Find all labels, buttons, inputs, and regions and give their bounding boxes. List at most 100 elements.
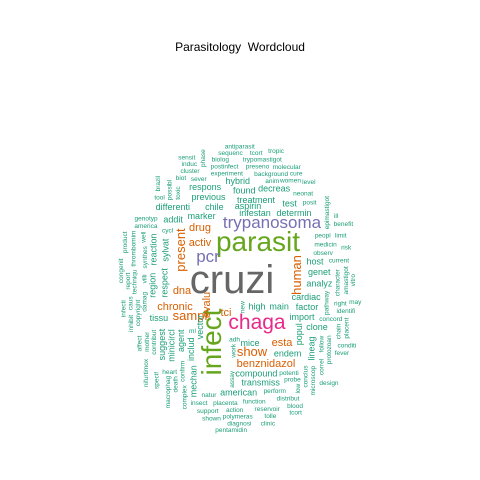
word-chile: chile (205, 202, 224, 212)
word-insect: insect (191, 400, 208, 407)
word-fever: fever (335, 350, 350, 357)
word-cycl: cycl (162, 227, 174, 234)
word-confirm: confirm (180, 361, 187, 382)
word-infect: infect (196, 308, 227, 375)
word-current: current (329, 257, 349, 264)
word-agent: agent (176, 329, 186, 352)
word-toxic: toxic (175, 186, 182, 200)
word-product: product (122, 231, 129, 253)
word-tropic: tropic (268, 148, 285, 155)
word-potenti: potenti (279, 370, 299, 377)
word-amastigot: amastigot (343, 266, 350, 294)
word-microscop: microscop (310, 365, 317, 395)
word-shown: shown (202, 416, 221, 423)
word-epimastigot: epimastigot (324, 196, 331, 229)
word-evalu: evalu (201, 292, 213, 318)
word-esta: esta (272, 337, 294, 349)
word-possibl: possibl (167, 179, 174, 200)
word-tool: tool (154, 194, 165, 201)
word-peopl: peopl (315, 233, 331, 240)
word-work: work (230, 343, 237, 358)
word-caus: caus (128, 296, 135, 310)
word-probe: probe (284, 377, 301, 384)
word-identifi: identifi (336, 308, 355, 315)
word-protozoan: protozoan (326, 335, 333, 364)
word-conclus: conclus (302, 365, 309, 388)
word-low: low (295, 383, 302, 393)
word-placenta: placenta (213, 400, 238, 407)
word-distribut: distribut (277, 395, 300, 402)
word-respect: respect (159, 268, 169, 298)
word-heart: heart (162, 369, 177, 376)
word-follow: follow (318, 336, 325, 353)
word-postinfect: postinfect (211, 164, 239, 171)
word-chronic: chronic (157, 301, 193, 313)
word-reservoir: reservoir (255, 406, 281, 413)
word-pcr: pcr (196, 247, 220, 266)
word-found: found (233, 186, 256, 196)
word-human: human (289, 255, 304, 295)
word-function: function (243, 399, 266, 406)
word-import: import (290, 312, 316, 322)
word-minicircl: minicircl (166, 329, 176, 362)
word-design: design (319, 380, 339, 387)
word-respons: respons (189, 182, 222, 192)
word-infecti: infecti (120, 300, 127, 317)
word-trypanosoma: trypanosoma (223, 213, 322, 232)
word-posit: posit (303, 199, 317, 206)
word-natur: natur (202, 392, 218, 399)
word-placent: placent (344, 317, 351, 338)
word-region: region (147, 273, 157, 298)
word-cruzi: cruzi (190, 258, 274, 302)
word-tolle: tolle (264, 413, 276, 420)
word-well: well (141, 231, 148, 244)
word-treatment: treatment (237, 195, 276, 205)
word-dna: dna (173, 285, 192, 297)
word-high: high (249, 302, 266, 312)
word-risk: risk (341, 244, 352, 251)
word-tcort: tcort (289, 410, 302, 417)
word-show: show (237, 344, 268, 359)
word-conditi: conditi (338, 343, 357, 350)
word-limit: limit (335, 232, 347, 239)
word-sampl: sampl (173, 308, 208, 323)
word-report: report (125, 272, 132, 289)
word-popul: popul (294, 323, 304, 345)
word-vitro: vitro (350, 274, 357, 287)
word-neonat: neonat (293, 190, 313, 197)
word-blood: blood (287, 403, 303, 410)
word-perform: perform (264, 388, 286, 395)
word-america: america (134, 223, 158, 230)
word-activ: activ (189, 237, 212, 249)
word-inhibit: inhibit (128, 315, 135, 332)
word-molecular: molecular (273, 164, 302, 171)
word-previous: previous (192, 192, 227, 202)
word-thrombomim: thrombomim (131, 231, 138, 267)
word-new: new (239, 301, 246, 313)
word-main: main (269, 302, 289, 312)
word-death: death (173, 376, 180, 393)
word-correl: correl (319, 358, 326, 375)
word-suggest: suggest (157, 328, 167, 360)
word-nifurtimox: nifurtimox (143, 358, 150, 387)
word-parasit: parasit (216, 226, 300, 257)
word-techniqu: techniqu (132, 269, 139, 294)
word-clone: clone (306, 322, 328, 332)
word-sensit: sensit (178, 154, 195, 161)
word-drug: drug (189, 222, 211, 234)
word-affect: affect (136, 335, 143, 351)
word-analyz: analyz (306, 278, 333, 288)
word-genet: genet (308, 267, 331, 277)
word-diagnosi: diagnosi (227, 420, 251, 427)
word-specif: specif (153, 372, 160, 389)
word-background: background (254, 171, 288, 178)
word-adh: adh (229, 336, 240, 343)
word-cardiac: cardiac (292, 292, 322, 302)
word-aspirin: aspirin (235, 201, 262, 211)
word-phase: phase (200, 149, 207, 167)
word-lineag: lineag (307, 336, 317, 360)
word-mother: mother (144, 331, 151, 352)
word-chaga: chaga (228, 311, 286, 334)
word-biolog: biolog (212, 157, 230, 164)
word-sylvat: sylvat (160, 238, 170, 262)
